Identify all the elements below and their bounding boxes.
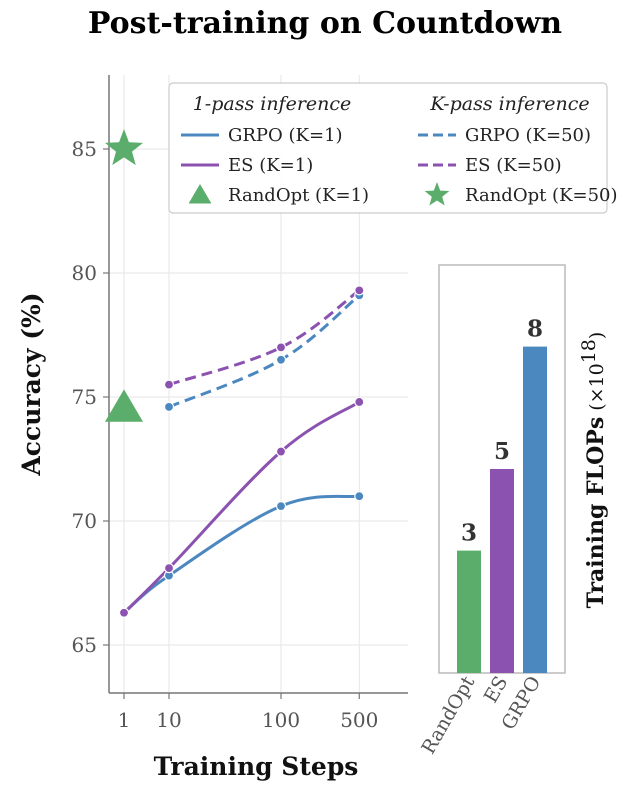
x-tick-label: 100: [262, 708, 300, 732]
bar-grpo: [523, 346, 547, 673]
y-tick-label: 80: [72, 261, 97, 285]
data-point-es-k-50: [163, 379, 175, 390]
bar-category-label-randopt: RandOpt: [417, 672, 479, 758]
series-lines: [122, 289, 361, 614]
legend-label-es-k-50: ES (K=50): [465, 155, 562, 176]
inset-bar-value-labels: 3 5 8: [461, 316, 543, 547]
legend-swatch-randopt-k-1: [188, 184, 212, 204]
x-tick-label: 10: [156, 708, 181, 732]
y-axis-title: Accuracy (%): [17, 292, 46, 476]
bar-value-label-es: 5: [494, 438, 510, 465]
bar-randopt: [457, 550, 481, 673]
inset-y-axis-title-text: Training FLOPs: [583, 417, 609, 609]
bar-value-label-grpo: 8: [527, 316, 543, 343]
data-point-grpo-k-1: [275, 501, 287, 512]
series-line-grpo-k-1: [123, 494, 360, 614]
x-tick-labels: 1 10 100 500: [118, 693, 378, 732]
legend-swatch-randopt-k-50: [424, 182, 450, 206]
figure-title: Post-training on Countdown: [88, 6, 562, 41]
legend-box: [168, 82, 608, 214]
randopt-k1-triangle-marker: [105, 389, 143, 422]
series-markers: [104, 129, 365, 618]
legend-label-randopt-k-1: RandOpt (K=1): [228, 185, 369, 206]
series-line-es-k-1: [122, 400, 361, 614]
legend-label-es-k-1: ES (K=1): [228, 155, 313, 176]
data-point-grpo-k-1: [354, 491, 365, 502]
bar-value-label-randopt: 3: [461, 520, 477, 547]
legend-label-grpo-k-1: GRPO (K=1): [228, 125, 343, 146]
inset-y-axis-title: Training FLOPs (×1018): [578, 332, 609, 609]
randopt-k50-star-marker: [104, 129, 144, 166]
data-point-grpo-k-50: [163, 401, 175, 413]
y-tick-label: 70: [72, 509, 97, 533]
legend-header-1pass: 1-pass inference: [193, 93, 352, 115]
data-point-es-k-50: [275, 342, 287, 353]
inset-y-axis-unit: (×10: [586, 363, 608, 411]
main-axes: [108, 75, 408, 694]
y-tick-label: 85: [72, 137, 97, 161]
y-tick-labels: 65 70 75 80 85: [72, 137, 109, 657]
data-point-es-k-1: [354, 396, 365, 408]
x-axis-title: Training Steps: [154, 752, 359, 781]
series-line-es-k-50: [168, 289, 361, 387]
x-tick-label: 1: [118, 708, 131, 732]
legend-entries: GRPO (K=1) ES (K=1) RandOpt (K=1) GRPO (K=5…: [181, 125, 618, 206]
data-point-grpo-k-50: [275, 354, 287, 365]
y-tick-label: 75: [72, 385, 97, 409]
legend-label-grpo-k-50: GRPO (K=50): [465, 125, 591, 146]
data-point-es-k-50: [354, 285, 365, 296]
y-tick-label: 65: [72, 633, 97, 657]
inset-y-axis-unit-close: ): [586, 332, 608, 339]
inset-bars: [457, 346, 547, 673]
inset-y-axis-unit-exponent: 18: [578, 339, 600, 363]
bar-category-label-es: ES: [480, 673, 512, 707]
data-point-es-k-1: [163, 563, 175, 574]
legend: 1-pass inference K-pass inference GRPO (…: [168, 82, 618, 214]
data-point-es-k-1: [118, 607, 130, 618]
legend-label-randopt-k-50: RandOpt (K=50): [465, 185, 618, 206]
x-tick-label: 500: [340, 708, 378, 732]
legend-header-kpass: K-pass inference: [429, 93, 589, 115]
data-point-es-k-1: [275, 446, 287, 457]
bar-es: [490, 469, 514, 673]
